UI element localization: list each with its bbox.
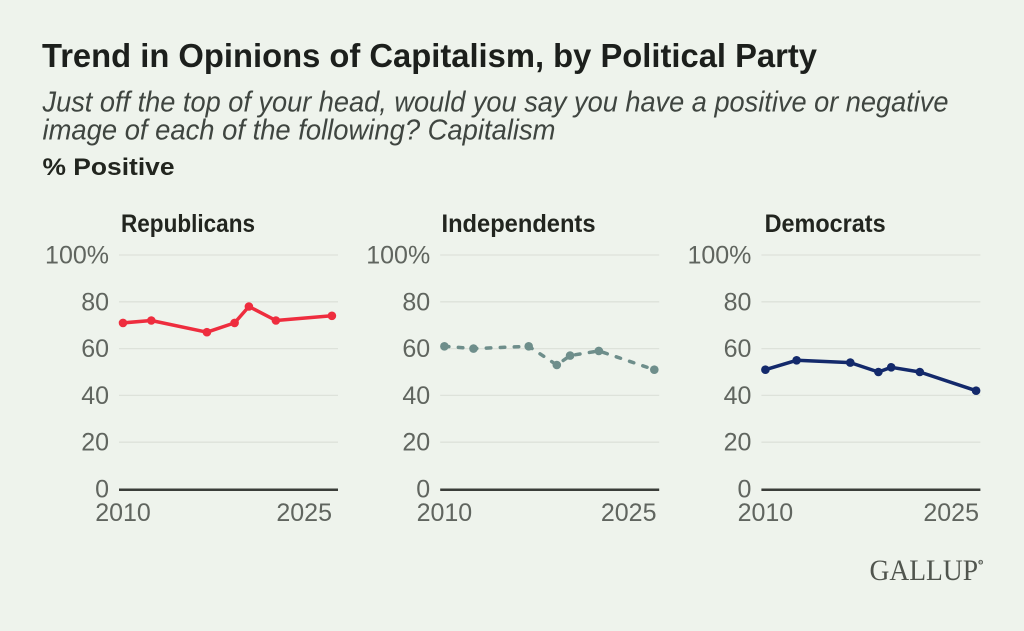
svg-text:2010: 2010 (95, 499, 151, 527)
svg-text:Trend in Opinions of Capitalis: Trend in Opinions of Capitalism, by Poli… (42, 37, 818, 74)
svg-text:0: 0 (737, 476, 751, 504)
svg-text:80: 80 (402, 288, 430, 316)
svg-text:80: 80 (81, 288, 109, 316)
svg-text:60: 60 (402, 335, 430, 363)
svg-text:100%: 100% (366, 242, 430, 270)
svg-text:Just off the top of your head,: Just off the top of your head, would you… (42, 87, 949, 119)
svg-text:40: 40 (81, 382, 109, 410)
svg-text:2025: 2025 (601, 499, 657, 527)
svg-text:80: 80 (724, 288, 752, 316)
svg-text:20: 20 (402, 429, 430, 457)
svg-text:100%: 100% (45, 242, 109, 270)
svg-text:60: 60 (724, 335, 752, 363)
svg-text:20: 20 (81, 429, 109, 457)
svg-text:image of each of the following: image of each of the following? Capitali… (43, 115, 556, 147)
svg-text:2010: 2010 (417, 499, 473, 527)
svg-text:0: 0 (95, 476, 109, 504)
svg-text:2010: 2010 (738, 499, 794, 527)
svg-text:R: R (979, 560, 983, 565)
svg-text:100%: 100% (687, 242, 751, 270)
svg-text:% Positive: % Positive (43, 154, 175, 181)
svg-text:20: 20 (724, 429, 752, 457)
svg-text:Democrats: Democrats (765, 210, 886, 238)
svg-text:40: 40 (724, 382, 752, 410)
svg-text:Independents: Independents (442, 210, 596, 238)
svg-text:0: 0 (416, 476, 430, 504)
svg-text:2025: 2025 (276, 499, 332, 527)
svg-text:GALLUP: GALLUP (870, 554, 979, 587)
svg-text:40: 40 (402, 382, 430, 410)
svg-text:60: 60 (81, 335, 109, 363)
svg-text:Republicans: Republicans (121, 210, 255, 238)
svg-text:2025: 2025 (923, 499, 979, 527)
